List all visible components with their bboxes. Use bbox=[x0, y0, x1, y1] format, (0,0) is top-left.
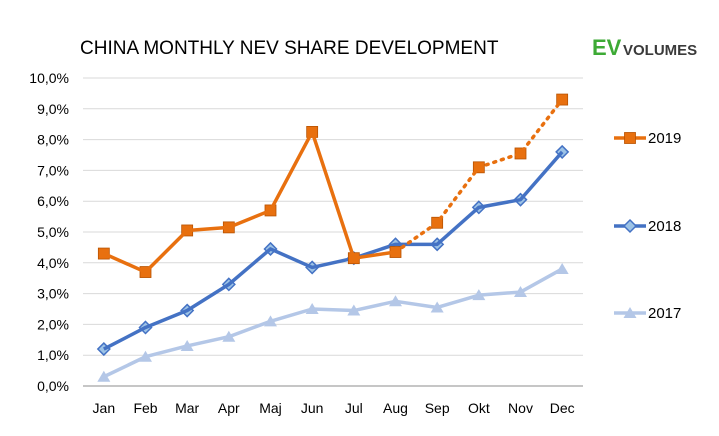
plot-area bbox=[96, 93, 570, 382]
y-tick-label: 10,0% bbox=[29, 70, 69, 86]
y-tick-label: 2,0% bbox=[37, 316, 69, 332]
legend-label: 2019 bbox=[648, 130, 681, 147]
series-2017 bbox=[97, 262, 569, 382]
series-2019-line bbox=[103, 130, 396, 274]
logo-volumes-text: VOLUMES bbox=[623, 42, 697, 59]
chart-title: CHINA MONTHLY NEV SHARE DEVELOPMENT bbox=[80, 38, 499, 59]
y-axis: 0,0% 1,0% 2,0% 3,0% 4,0% 5,0% 6,0% 7,0% 8,0% 9,0%… bbox=[29, 70, 69, 394]
series-2018-line bbox=[103, 150, 564, 351]
x-tick-label: Feb bbox=[133, 400, 157, 416]
y-tick-label: 3,0% bbox=[37, 286, 69, 302]
y-tick-label: 9,0% bbox=[37, 101, 69, 117]
legend-marker bbox=[624, 132, 636, 144]
legend-label: 2018 bbox=[648, 218, 681, 235]
series-2017-line bbox=[103, 267, 564, 379]
y-tick-label: 6,0% bbox=[37, 193, 69, 209]
legend-label: 2017 bbox=[648, 305, 681, 322]
y-tick-label: 0,0% bbox=[37, 378, 69, 394]
x-tick-label: Nov bbox=[508, 400, 533, 416]
data-point-forecast bbox=[514, 147, 527, 160]
series-2019-forecast-line bbox=[393, 97, 564, 254]
x-tick-label: Maj bbox=[259, 400, 282, 416]
x-tick-label: Jul bbox=[345, 400, 363, 416]
y-tick-label: 5,0% bbox=[37, 224, 69, 240]
x-tick-label: Mar bbox=[175, 400, 199, 416]
x-tick-label: Dec bbox=[550, 400, 575, 416]
brand-logo: EV VOLUMES bbox=[592, 35, 697, 60]
grid-lines bbox=[83, 77, 583, 387]
legend: 2019 2018 2017 bbox=[614, 130, 681, 322]
y-tick-label: 1,0% bbox=[37, 347, 69, 363]
logo-ev-text: EV bbox=[592, 35, 622, 60]
x-tick-label: Jan bbox=[93, 400, 116, 416]
x-axis: Jan Feb Mar Apr Maj Jun Jul Aug Sep Okt Nov Dec bbox=[93, 400, 575, 416]
x-tick-label: Apr bbox=[218, 400, 240, 416]
x-tick-label: Aug bbox=[383, 400, 408, 416]
x-tick-label: Okt bbox=[468, 400, 490, 416]
x-tick-label: Jun bbox=[301, 400, 324, 416]
legend-marker bbox=[623, 307, 637, 318]
legend-item-2018: 2018 bbox=[614, 218, 681, 235]
y-tick-label: 8,0% bbox=[37, 132, 69, 148]
legend-marker bbox=[622, 218, 638, 234]
x-tick-label: Sep bbox=[425, 400, 450, 416]
y-tick-label: 7,0% bbox=[37, 162, 69, 178]
y-tick-label: 4,0% bbox=[37, 255, 69, 271]
legend-item-2017: 2017 bbox=[614, 305, 681, 322]
legend-item-2019: 2019 bbox=[614, 130, 681, 147]
